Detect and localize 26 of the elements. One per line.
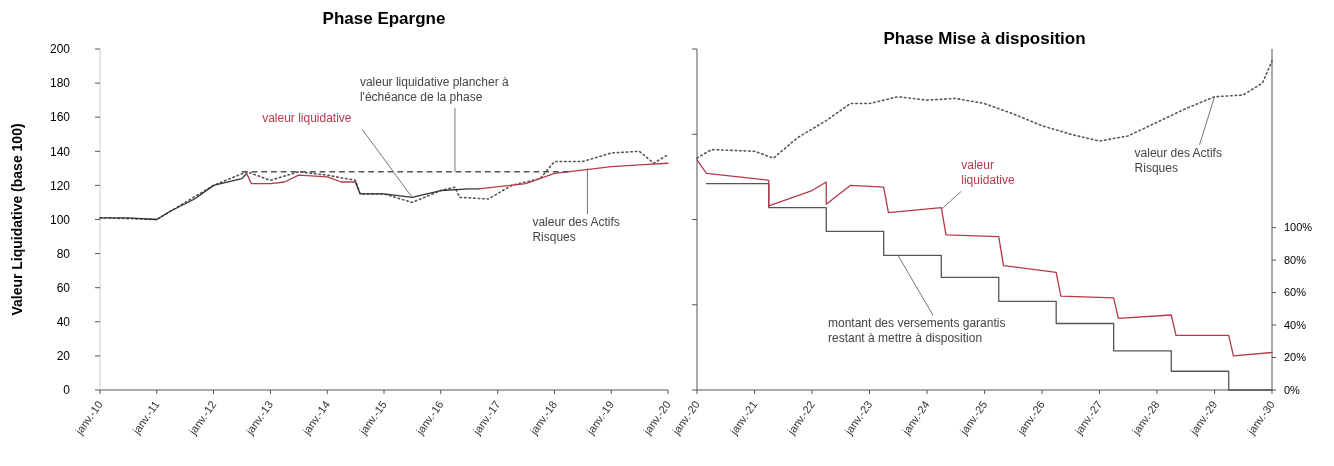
y-tick-label: 140	[49, 144, 71, 159]
y-tick-label: 100	[49, 212, 71, 227]
y-tick-label: 160	[49, 110, 71, 125]
text: 40%	[1284, 318, 1307, 331]
y-tick-label: 120	[49, 178, 71, 193]
y-tick-label: 20	[56, 349, 71, 364]
text: 100%	[1284, 221, 1313, 234]
y-tick-label: 200	[49, 42, 71, 57]
y-tick-label: 180	[49, 76, 71, 91]
annotation: valeur des Actifs Risques	[532, 215, 620, 245]
chart-title: Phase Mise à disposition	[883, 29, 1086, 48]
y-tick-label: 40	[56, 315, 71, 329]
y-tick-label: 0	[63, 383, 71, 398]
annotation: valeur liquidative	[961, 158, 1015, 188]
annotation: valeur liquidative	[262, 111, 352, 126]
annotation: valeur des Actifs Risques	[1134, 145, 1222, 175]
chart-title: Phase Epargne	[322, 9, 446, 28]
annotation: montant des versements garantis restant à mettre à disposition	[828, 316, 1006, 346]
text: 0%	[1284, 383, 1300, 396]
y-axis-title: Valeur Liquidative (base 100)	[9, 123, 25, 316]
text: 60%	[1284, 286, 1307, 299]
y-tick-label: 60	[56, 280, 71, 295]
annotation: valeur liquidative plancher à l'échéance de la phase	[359, 74, 510, 104]
text: 20%	[1284, 351, 1307, 364]
text: 80%	[1284, 253, 1307, 266]
y-tick-label: 80	[56, 246, 71, 261]
